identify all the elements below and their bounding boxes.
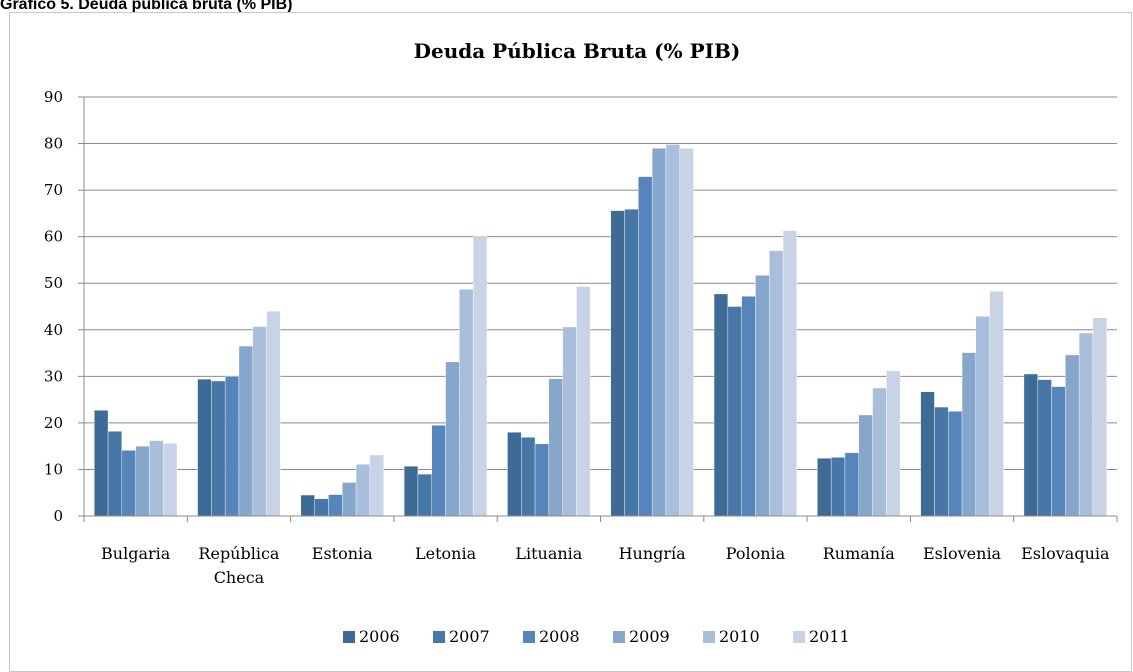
x-tick-label: Lituania [515, 544, 582, 563]
bar-2009-10 [1065, 354, 1080, 517]
y-tick-label: 70 [44, 181, 63, 199]
legend-label-2010: 2010 [719, 627, 760, 646]
legend-label-2008: 2008 [539, 627, 580, 646]
y-tick-label: 30 [44, 367, 63, 385]
bar-2008-10 [1051, 386, 1066, 517]
bar-2007-7 [727, 306, 742, 517]
y-tick-label: 40 [44, 321, 63, 339]
legend-label-2009: 2009 [629, 627, 670, 646]
y-tick-label: 10 [44, 460, 63, 478]
bar-2010-8 [872, 387, 887, 517]
bar-2009-4 [445, 361, 460, 517]
legend-label-2011: 2011 [809, 627, 850, 646]
legend-swatch-2006 [343, 631, 355, 643]
bar-2009-7 [755, 275, 770, 517]
bar-2011-8 [886, 370, 901, 517]
bar-2010-6 [665, 144, 680, 517]
bar-2011-10 [1092, 317, 1107, 517]
bar-2006-6 [610, 210, 625, 517]
bar-2008-7 [741, 296, 756, 517]
bar-2008-2 [224, 376, 240, 517]
legend-label-2006: 2006 [359, 627, 400, 646]
y-tick-label: 20 [44, 414, 63, 432]
x-tick-label: Bulgaria [101, 544, 171, 563]
y-tick-label: 90 [44, 88, 63, 106]
bar-2007-1 [107, 431, 123, 517]
bar-2009-8 [858, 414, 873, 517]
figure-caption: Gráfico 5. Deuda pública bruta (% PIB) [0, 0, 293, 13]
bar-2006-5 [507, 432, 522, 517]
bar-2007-6 [624, 208, 639, 517]
bar-2011-3 [369, 454, 384, 517]
legend-label-2007: 2007 [449, 627, 490, 646]
bar-2011-4 [472, 235, 488, 517]
bar-2006-2 [197, 378, 212, 517]
bar-2010-5 [562, 326, 577, 517]
x-tick-label: Eslovenia [923, 544, 1002, 563]
bar-2006-3 [300, 494, 315, 517]
bar-2009-9 [961, 352, 977, 517]
bar-2011-2 [266, 310, 281, 517]
bar-2007-3 [314, 498, 329, 517]
legend-swatch-2009 [613, 631, 625, 643]
bar-2007-8 [830, 457, 846, 517]
bar-2010-7 [769, 250, 784, 517]
x-tick-label: Rumanía [823, 544, 895, 563]
bar-2008-9 [948, 411, 963, 517]
bar-2006-1 [94, 410, 109, 517]
x-tick-label: Hungría [619, 544, 687, 563]
bar-2006-4 [403, 465, 419, 517]
x-tick-label: República Checa [198, 544, 280, 587]
bar-2006-10 [1023, 373, 1038, 517]
bar-2009-2 [238, 345, 253, 517]
bar-2010-2 [252, 326, 267, 517]
bar-2007-10 [1037, 379, 1052, 517]
bar-2006-7 [713, 293, 729, 517]
bar-2008-6 [638, 176, 653, 517]
bar-2008-1 [121, 450, 136, 517]
bar-2008-5 [534, 443, 550, 517]
y-tick-label: 0 [53, 507, 63, 525]
bar-2008-3 [328, 494, 343, 517]
bar-2006-9 [920, 391, 935, 517]
x-tick-label: Polonia [726, 544, 786, 563]
x-tick-label: Estonia [312, 544, 373, 563]
bar-2011-6 [679, 148, 694, 517]
legend-swatch-2007 [433, 631, 445, 643]
bar-2008-8 [844, 452, 859, 517]
bar-2007-5 [521, 437, 536, 517]
y-tick-label: 80 [44, 135, 63, 153]
bar-2009-6 [651, 148, 667, 517]
y-tick-label: 60 [44, 228, 63, 246]
bar-2009-1 [135, 445, 150, 517]
bar-2010-4 [459, 289, 474, 517]
bar-2010-3 [355, 464, 371, 517]
bar-2007-9 [934, 406, 949, 517]
legend-swatch-2011 [793, 631, 805, 643]
bar-2009-3 [342, 482, 357, 517]
bar-2011-1 [163, 443, 178, 517]
bar-2007-4 [417, 473, 432, 517]
bar-2006-8 [817, 458, 832, 517]
bar-2010-9 [975, 316, 990, 517]
bar-2011-5 [576, 286, 591, 517]
bar-2007-2 [211, 380, 226, 517]
x-tick-label: Eslovaquia [1021, 544, 1110, 563]
legend-swatch-2010 [703, 631, 715, 643]
x-tick-label: Letonia [415, 544, 477, 563]
bar-2011-9 [989, 290, 1004, 517]
chart-title: Deuda Pública Bruta (% PIB) [414, 39, 741, 63]
bar-2009-5 [548, 378, 563, 517]
bar-2008-4 [431, 425, 446, 517]
bar-2010-10 [1078, 332, 1094, 517]
legend-swatch-2008 [523, 631, 535, 643]
y-tick-label: 50 [44, 274, 63, 292]
bar-2010-1 [149, 440, 164, 517]
bar-2011-7 [782, 230, 798, 517]
